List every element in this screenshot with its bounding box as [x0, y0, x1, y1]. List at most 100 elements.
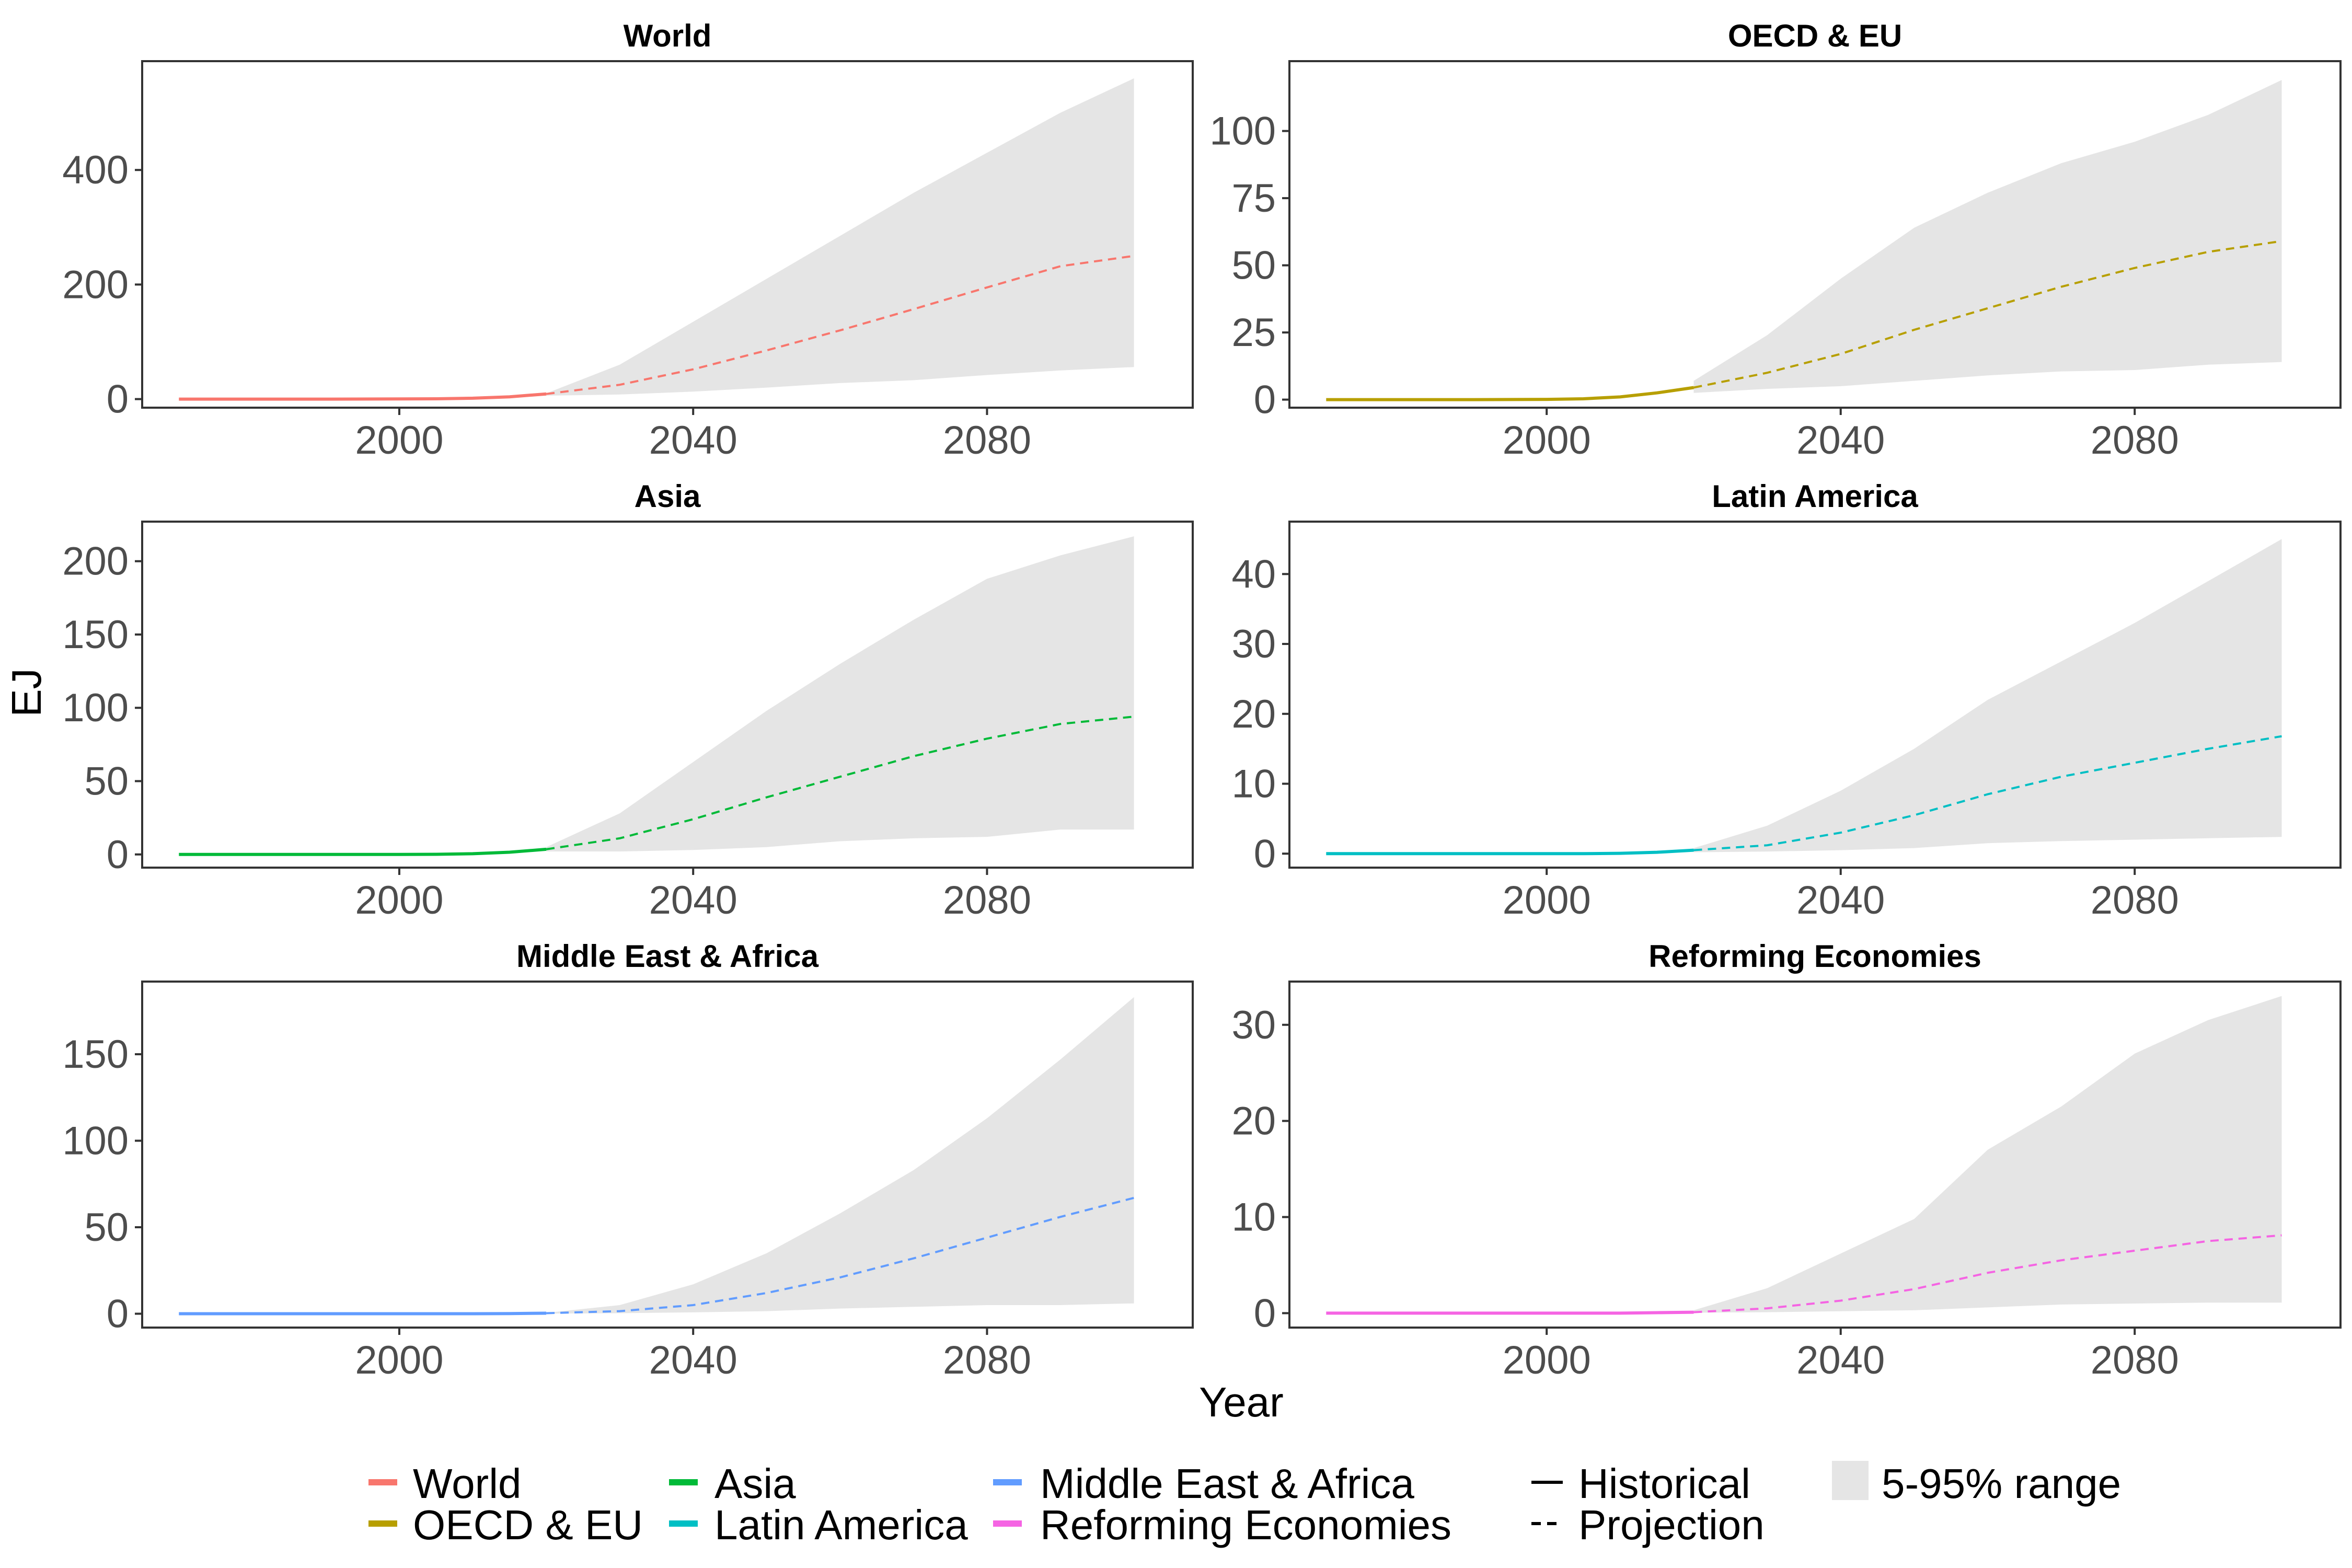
series-projection-line [1693, 735, 2282, 851]
range-ribbon [1693, 539, 2282, 852]
panel-border [141, 981, 1194, 1329]
x-tick-label: 2040 [649, 1338, 737, 1382]
x-tick-label: 2040 [649, 418, 737, 463]
series-projection-line [546, 716, 1134, 850]
x-tick-label: 2080 [2091, 1338, 2179, 1382]
legend-key-range [1832, 1461, 1869, 1500]
x-axis-title: Year [1199, 1379, 1284, 1425]
x-tick-label: 2040 [1796, 418, 1885, 463]
legend-label-oecd-eu: OECD & EU [413, 1502, 643, 1548]
range-ribbon [1693, 80, 2282, 393]
series-historical-line [179, 392, 547, 401]
panel-reforming-economies: 0 10 20 30 2000 2040 2080 Reforming Economies [1231, 939, 2342, 1382]
range-ribbon [546, 536, 1134, 852]
y-tick-label: 100 [62, 1119, 129, 1163]
panel-title: Reforming Economies [1648, 939, 1981, 974]
panel-border [1288, 60, 2342, 409]
x-tick-label: 2040 [1796, 878, 1885, 923]
series-projection-line [1693, 1234, 2282, 1313]
y-tick-label: 50 [84, 759, 129, 804]
x-tick-label: 2000 [355, 1338, 443, 1382]
y-tick-label: 40 [1231, 552, 1276, 596]
y-tick-label: 0 [107, 1292, 129, 1336]
x-tick-label: 2080 [943, 1338, 1031, 1382]
panel-title: OECD & EU [1728, 18, 1902, 53]
legend-label-latin-america: Latin America [714, 1502, 968, 1548]
panel-border [141, 60, 1194, 409]
y-tick-label: 50 [84, 1205, 129, 1250]
y-tick-label: 200 [62, 539, 129, 584]
x-tick-label: 2080 [2091, 878, 2179, 923]
x-tick-label: 2040 [1796, 1338, 1885, 1382]
range-ribbon [546, 78, 1134, 396]
legend-label-historical: Historical [1578, 1460, 1750, 1507]
x-tick-label: 2080 [943, 418, 1031, 463]
x-tick-label: 2000 [355, 418, 443, 463]
panel-world: 0 200 400 2000 2040 2080 World [62, 18, 1194, 463]
legend-key-reforming-economies [993, 1520, 1022, 1527]
series-historical-line [1326, 848, 1694, 856]
legend: World OECD & EU Asia Latin America Middl… [368, 1460, 2121, 1548]
series-projection-line [546, 1196, 1135, 1315]
panel-title: World [624, 18, 712, 53]
legend-key-asia [669, 1479, 698, 1485]
panel-title: Asia [635, 479, 701, 514]
y-tick-label: 20 [1231, 692, 1276, 736]
panel-title: Middle East & Africa [516, 939, 819, 974]
y-tick-label: 0 [1254, 832, 1276, 876]
series-historical-line [1326, 386, 1694, 401]
y-tick-label: 75 [1231, 176, 1276, 221]
y-tick-label: 100 [1209, 109, 1276, 154]
legend-label-middle-east-africa: Middle East & Africa [1040, 1460, 1414, 1507]
legend-label-projection: Projection [1578, 1502, 1765, 1548]
legend-label-world: World [413, 1460, 521, 1507]
x-tick-label: 2000 [1503, 1338, 1591, 1382]
y-tick-label: 400 [62, 148, 129, 192]
y-tick-label: 50 [1231, 244, 1276, 288]
legend-key-latin-america [669, 1520, 698, 1527]
y-tick-label: 200 [62, 262, 129, 307]
x-tick-label: 2040 [649, 878, 737, 923]
legend-key-middle-east-africa [993, 1479, 1022, 1485]
panel-border [1288, 521, 2342, 869]
panel-middle-east-africa: 0 50 100 150 2000 2040 2080 Middle East & Afric… [62, 939, 1194, 1382]
x-tick-label: 2080 [943, 878, 1031, 923]
panel-oecd-eu: 0 25 50 75 100 2000 2040 2080 OECD & EU [1209, 18, 2342, 463]
y-tick-label: 30 [1231, 1003, 1276, 1047]
y-tick-label: 0 [1254, 1291, 1276, 1335]
y-tick-label: 25 [1231, 310, 1276, 355]
series-historical-line [1326, 1310, 1694, 1315]
legend-key-oecd-eu [368, 1520, 397, 1527]
y-axis-title: EJ [3, 668, 50, 717]
series-historical-line [179, 847, 547, 856]
panel-border [141, 521, 1194, 869]
range-ribbon [546, 997, 1134, 1314]
y-tick-label: 150 [62, 613, 129, 657]
y-tick-label: 100 [62, 686, 129, 730]
y-tick-label: 20 [1231, 1099, 1276, 1144]
panel-asia: 0 50 100 150 200 2000 2040 2080 Asia [62, 479, 1194, 923]
x-tick-label: 2000 [355, 878, 443, 923]
y-tick-label: 30 [1231, 622, 1276, 666]
y-tick-label: 0 [107, 833, 129, 877]
series-projection-line [546, 255, 1134, 395]
x-tick-label: 2000 [1503, 418, 1591, 463]
legend-label-reforming-economies: Reforming Economies [1040, 1502, 1451, 1548]
legend-label-asia: Asia [714, 1460, 796, 1507]
y-tick-label: 0 [1254, 378, 1276, 422]
panel-title: Latin America [1712, 479, 1918, 514]
series-historical-line [179, 1311, 547, 1316]
x-tick-label: 2000 [1503, 878, 1591, 923]
y-tick-label: 10 [1231, 762, 1276, 806]
y-tick-label: 150 [62, 1032, 129, 1077]
legend-label-range: 5-95% range [1882, 1460, 2121, 1507]
y-tick-label: 0 [107, 377, 129, 422]
range-ribbon [1693, 996, 2282, 1313]
legend-key-world [368, 1479, 397, 1485]
panel-latin-america: 0 10 20 30 40 2000 2040 2080 Latin America [1231, 479, 2342, 923]
y-tick-label: 10 [1231, 1195, 1276, 1240]
x-tick-label: 2080 [2091, 418, 2179, 463]
series-projection-line [1693, 240, 2282, 389]
